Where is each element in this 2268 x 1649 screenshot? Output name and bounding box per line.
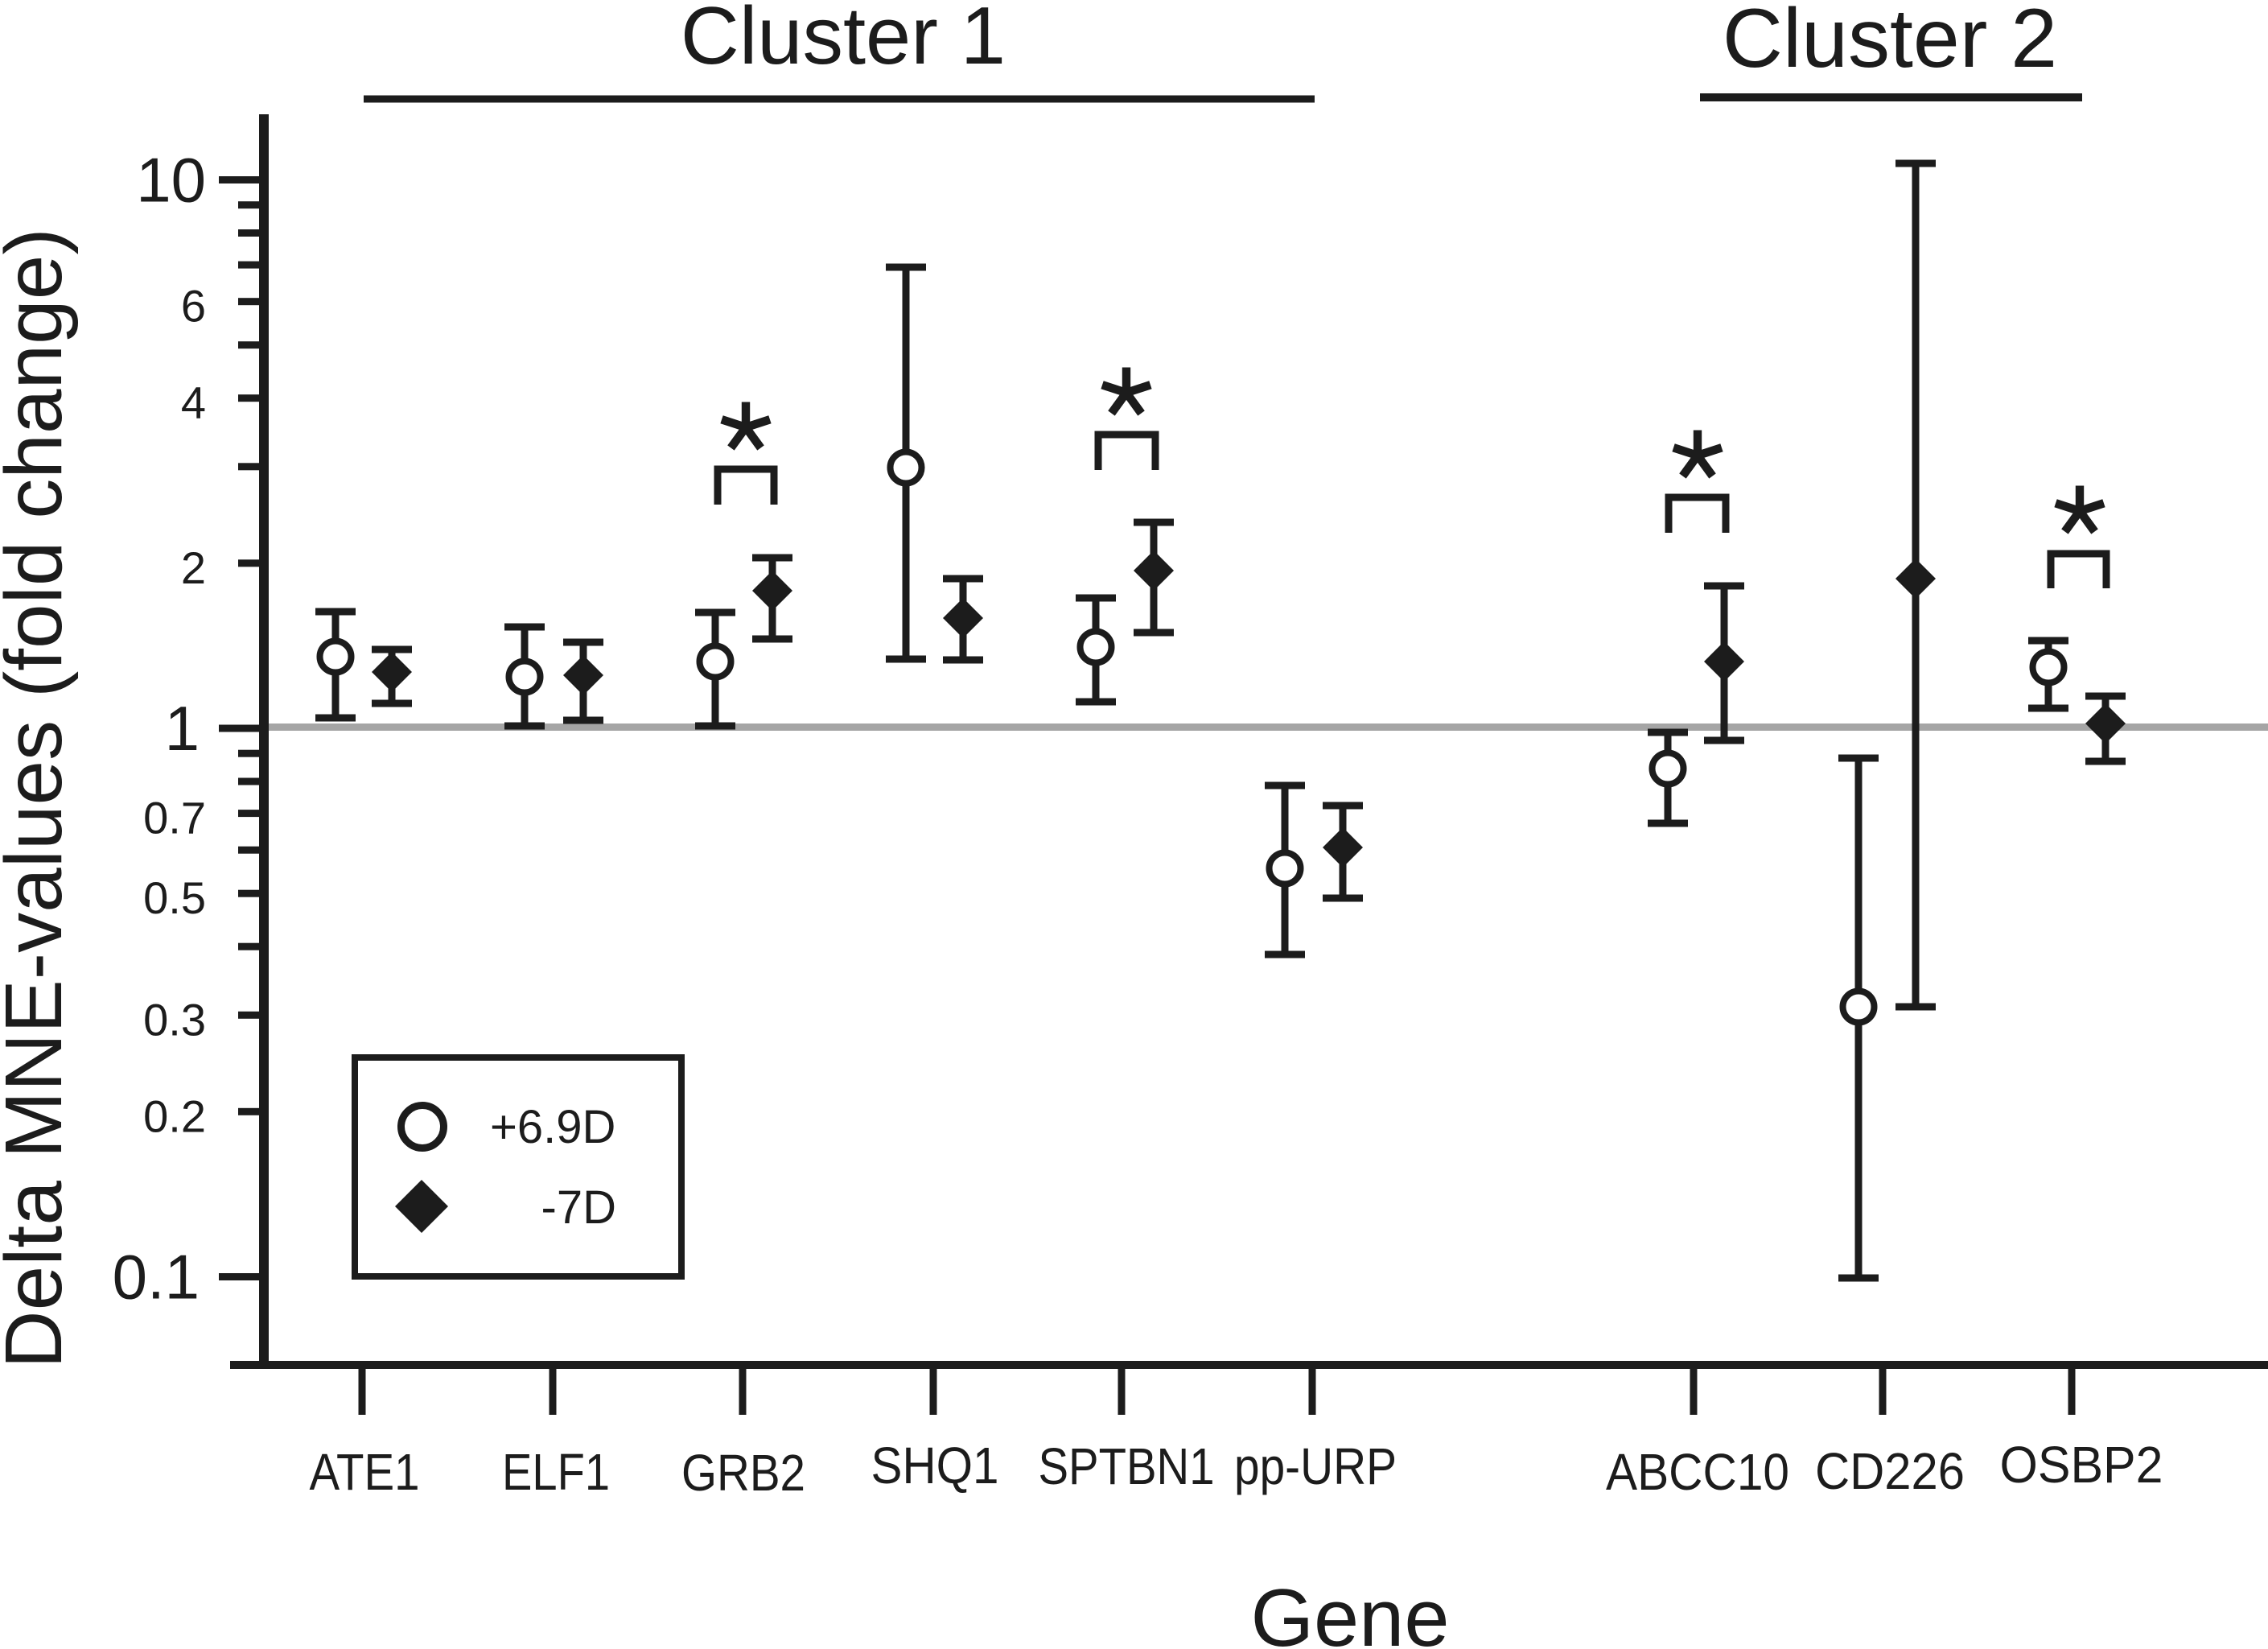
svg-text:Cluster 2: Cluster 2 (1723, 0, 2057, 85)
svg-text:4: 4 (181, 377, 206, 428)
svg-text:Cluster 1: Cluster 1 (681, 0, 1006, 81)
svg-text:OSBP2: OSBP2 (2000, 1436, 2163, 1494)
svg-text:0.7: 0.7 (143, 793, 206, 843)
svg-text:0.1: 0.1 (113, 1242, 200, 1313)
svg-text:1: 1 (165, 693, 200, 764)
svg-text:pp-URP: pp-URP (1234, 1437, 1397, 1495)
svg-text:ABCC10: ABCC10 (1606, 1443, 1789, 1501)
svg-text:ATE1: ATE1 (310, 1443, 420, 1501)
svg-text:-7D: -7D (541, 1181, 616, 1234)
svg-text:0.2: 0.2 (143, 1090, 206, 1141)
svg-text:CD226: CD226 (1815, 1442, 1965, 1500)
svg-text:10: 10 (136, 145, 206, 216)
svg-text:0.3: 0.3 (143, 994, 206, 1045)
svg-text:Delta MNE-values (fold change): Delta MNE-values (fold change) (0, 228, 79, 1368)
svg-text:Gene: Gene (1250, 1573, 1449, 1649)
svg-text:2: 2 (181, 542, 206, 593)
svg-text:GRB2: GRB2 (681, 1444, 805, 1502)
svg-text:0.5: 0.5 (143, 872, 206, 923)
svg-text:+6.9D: +6.9D (490, 1101, 615, 1153)
svg-text:ELF1: ELF1 (502, 1443, 610, 1501)
svg-text:6: 6 (181, 281, 206, 332)
svg-text:SPTBN1: SPTBN1 (1039, 1437, 1215, 1495)
svg-text:SHQ1: SHQ1 (871, 1437, 999, 1494)
